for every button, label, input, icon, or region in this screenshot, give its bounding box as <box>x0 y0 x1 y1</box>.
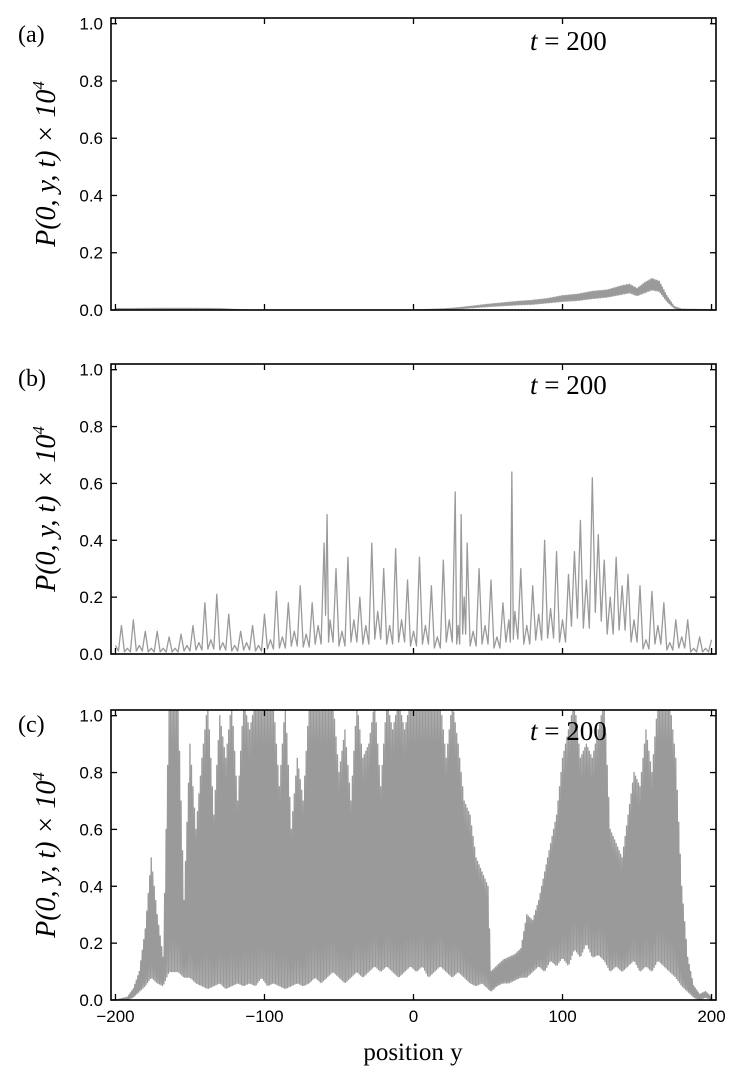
panel-c-y-tick-label: 1.0 <box>79 707 103 726</box>
panel-a: 0.0 0.2 0.4 0.6 0.8 1.0 (a) t = 200 P(0, y, t… <box>18 15 717 320</box>
panel-a-time-annotation: t = 200 <box>530 26 607 56</box>
panel-c-y-tick-label: 0.2 <box>79 934 103 953</box>
panel-b-y-tick-label: 0.4 <box>79 531 103 550</box>
panel-a-series <box>114 277 712 310</box>
panel-c-y-tick-label: 0.4 <box>79 877 103 896</box>
panel-c-ticks: −200 −100 0 100 200 0.0 0.2 0.4 0.6 0.8 1.0 <box>79 707 725 1026</box>
x-axis-label: position y <box>363 1039 463 1066</box>
panel-a-y-tick-label: 0.8 <box>79 72 103 91</box>
panel-b-axes-frame <box>110 363 717 655</box>
panel-c-series <box>115 710 713 1000</box>
panel-a-y-tick-label: 0.6 <box>79 129 103 148</box>
panel-c-series-line-0 <box>115 710 713 1000</box>
panel-b-y-tick-label: 0.2 <box>79 588 103 607</box>
panel-c-x-tick-label: −200 <box>96 1007 134 1026</box>
panel-c: −200 −100 0 100 200 0.0 0.2 0.4 0.6 0.8 1.0 (c) t … <box>18 707 726 1026</box>
panel-c-y-tick-label: 0.6 <box>79 820 103 839</box>
panel-a-series-line-0 <box>114 277 712 310</box>
panel-a-y-tick-label: 1.0 <box>79 15 103 34</box>
panel-b-series <box>114 471 713 653</box>
panel-c-y-axis-label: P(0, y, t) × 104 <box>29 772 62 939</box>
panel-c-x-tick-label: 0 <box>409 1007 418 1026</box>
panel-b-y-tick-label: 1.0 <box>79 361 103 380</box>
panel-b-y-axis-label: P(0, y, t) × 104 <box>29 426 62 593</box>
panel-a-y-tick-label: 0.0 <box>79 301 103 320</box>
panel-b-y-tick-label: 0.8 <box>79 418 103 437</box>
panel-b-time-annotation: t = 200 <box>530 370 607 400</box>
panel-c-label: (c) <box>18 712 45 738</box>
panel-b-y-tick-label: 0.6 <box>79 474 103 493</box>
panel-c-time-annotation: t = 200 <box>530 716 607 746</box>
panel-b-series-line-0 <box>114 471 713 653</box>
panel-c-y-tick-label: 0.0 <box>79 991 103 1010</box>
panel-a-y-tick-label: 0.2 <box>79 244 103 263</box>
panel-a-axes-frame <box>110 17 717 311</box>
panel-c-y-tick-label: 0.8 <box>79 764 103 783</box>
panel-a-y-tick-label: 0.4 <box>79 186 103 205</box>
panel-b-ticks: 0.0 0.2 0.4 0.6 0.8 1.0 <box>79 361 716 664</box>
panel-c-x-tick-label: 100 <box>548 1007 576 1026</box>
panel-b-label: (b) <box>18 366 46 392</box>
panel-b-y-tick-label: 0.0 <box>79 645 103 664</box>
panel-b: 0.0 0.2 0.4 0.6 0.8 1.0 (b) t = 200 P(0, y, t… <box>18 361 717 664</box>
panel-a-label: (a) <box>18 22 45 48</box>
panel-c-x-tick-label: −100 <box>245 1007 283 1026</box>
panel-a-y-axis-label: P(0, y, t) × 104 <box>29 81 62 248</box>
panel-a-ticks: 0.0 0.2 0.4 0.6 0.8 1.0 <box>79 15 716 320</box>
panel-c-x-tick-label: 200 <box>697 1007 725 1026</box>
